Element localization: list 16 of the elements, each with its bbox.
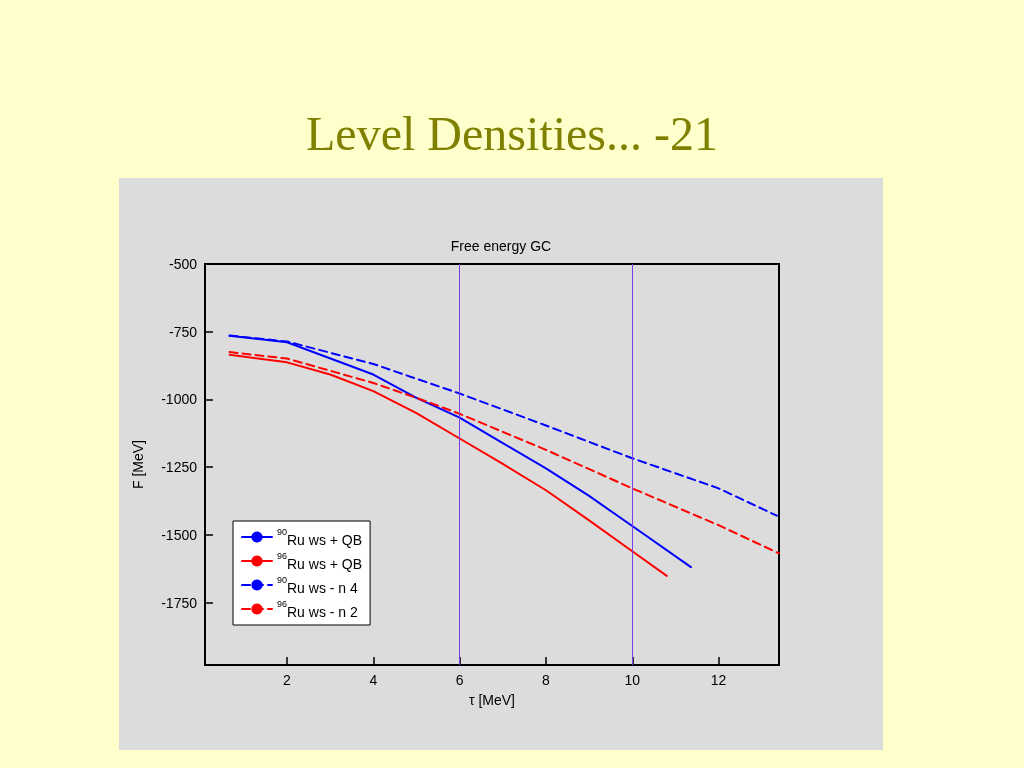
y-tick-label: -500 bbox=[168, 256, 198, 272]
x-tick-label: 12 bbox=[710, 672, 727, 688]
x-tick-label: 6 bbox=[455, 672, 464, 688]
chart-title: Level Densities... -21 bbox=[305, 106, 719, 162]
y-tick-label: -1250 bbox=[161, 459, 198, 476]
chart-subtitle: Free energy GC bbox=[450, 238, 552, 254]
y-tick-label: -1000 bbox=[161, 391, 198, 408]
x-tick-label: 4 bbox=[369, 672, 378, 688]
x-tick-label: 8 bbox=[542, 672, 551, 688]
y-tick-label: -1500 bbox=[161, 526, 198, 543]
x-axis-title: τ [MeV] bbox=[469, 692, 515, 708]
x-tick-label: 10 bbox=[624, 672, 641, 688]
y-tick-label: -1750 bbox=[161, 594, 198, 611]
y-tick-label: -750 bbox=[168, 323, 198, 340]
y-axis-title: F [MeV] bbox=[130, 439, 146, 490]
x-tick-label: 2 bbox=[283, 672, 292, 688]
